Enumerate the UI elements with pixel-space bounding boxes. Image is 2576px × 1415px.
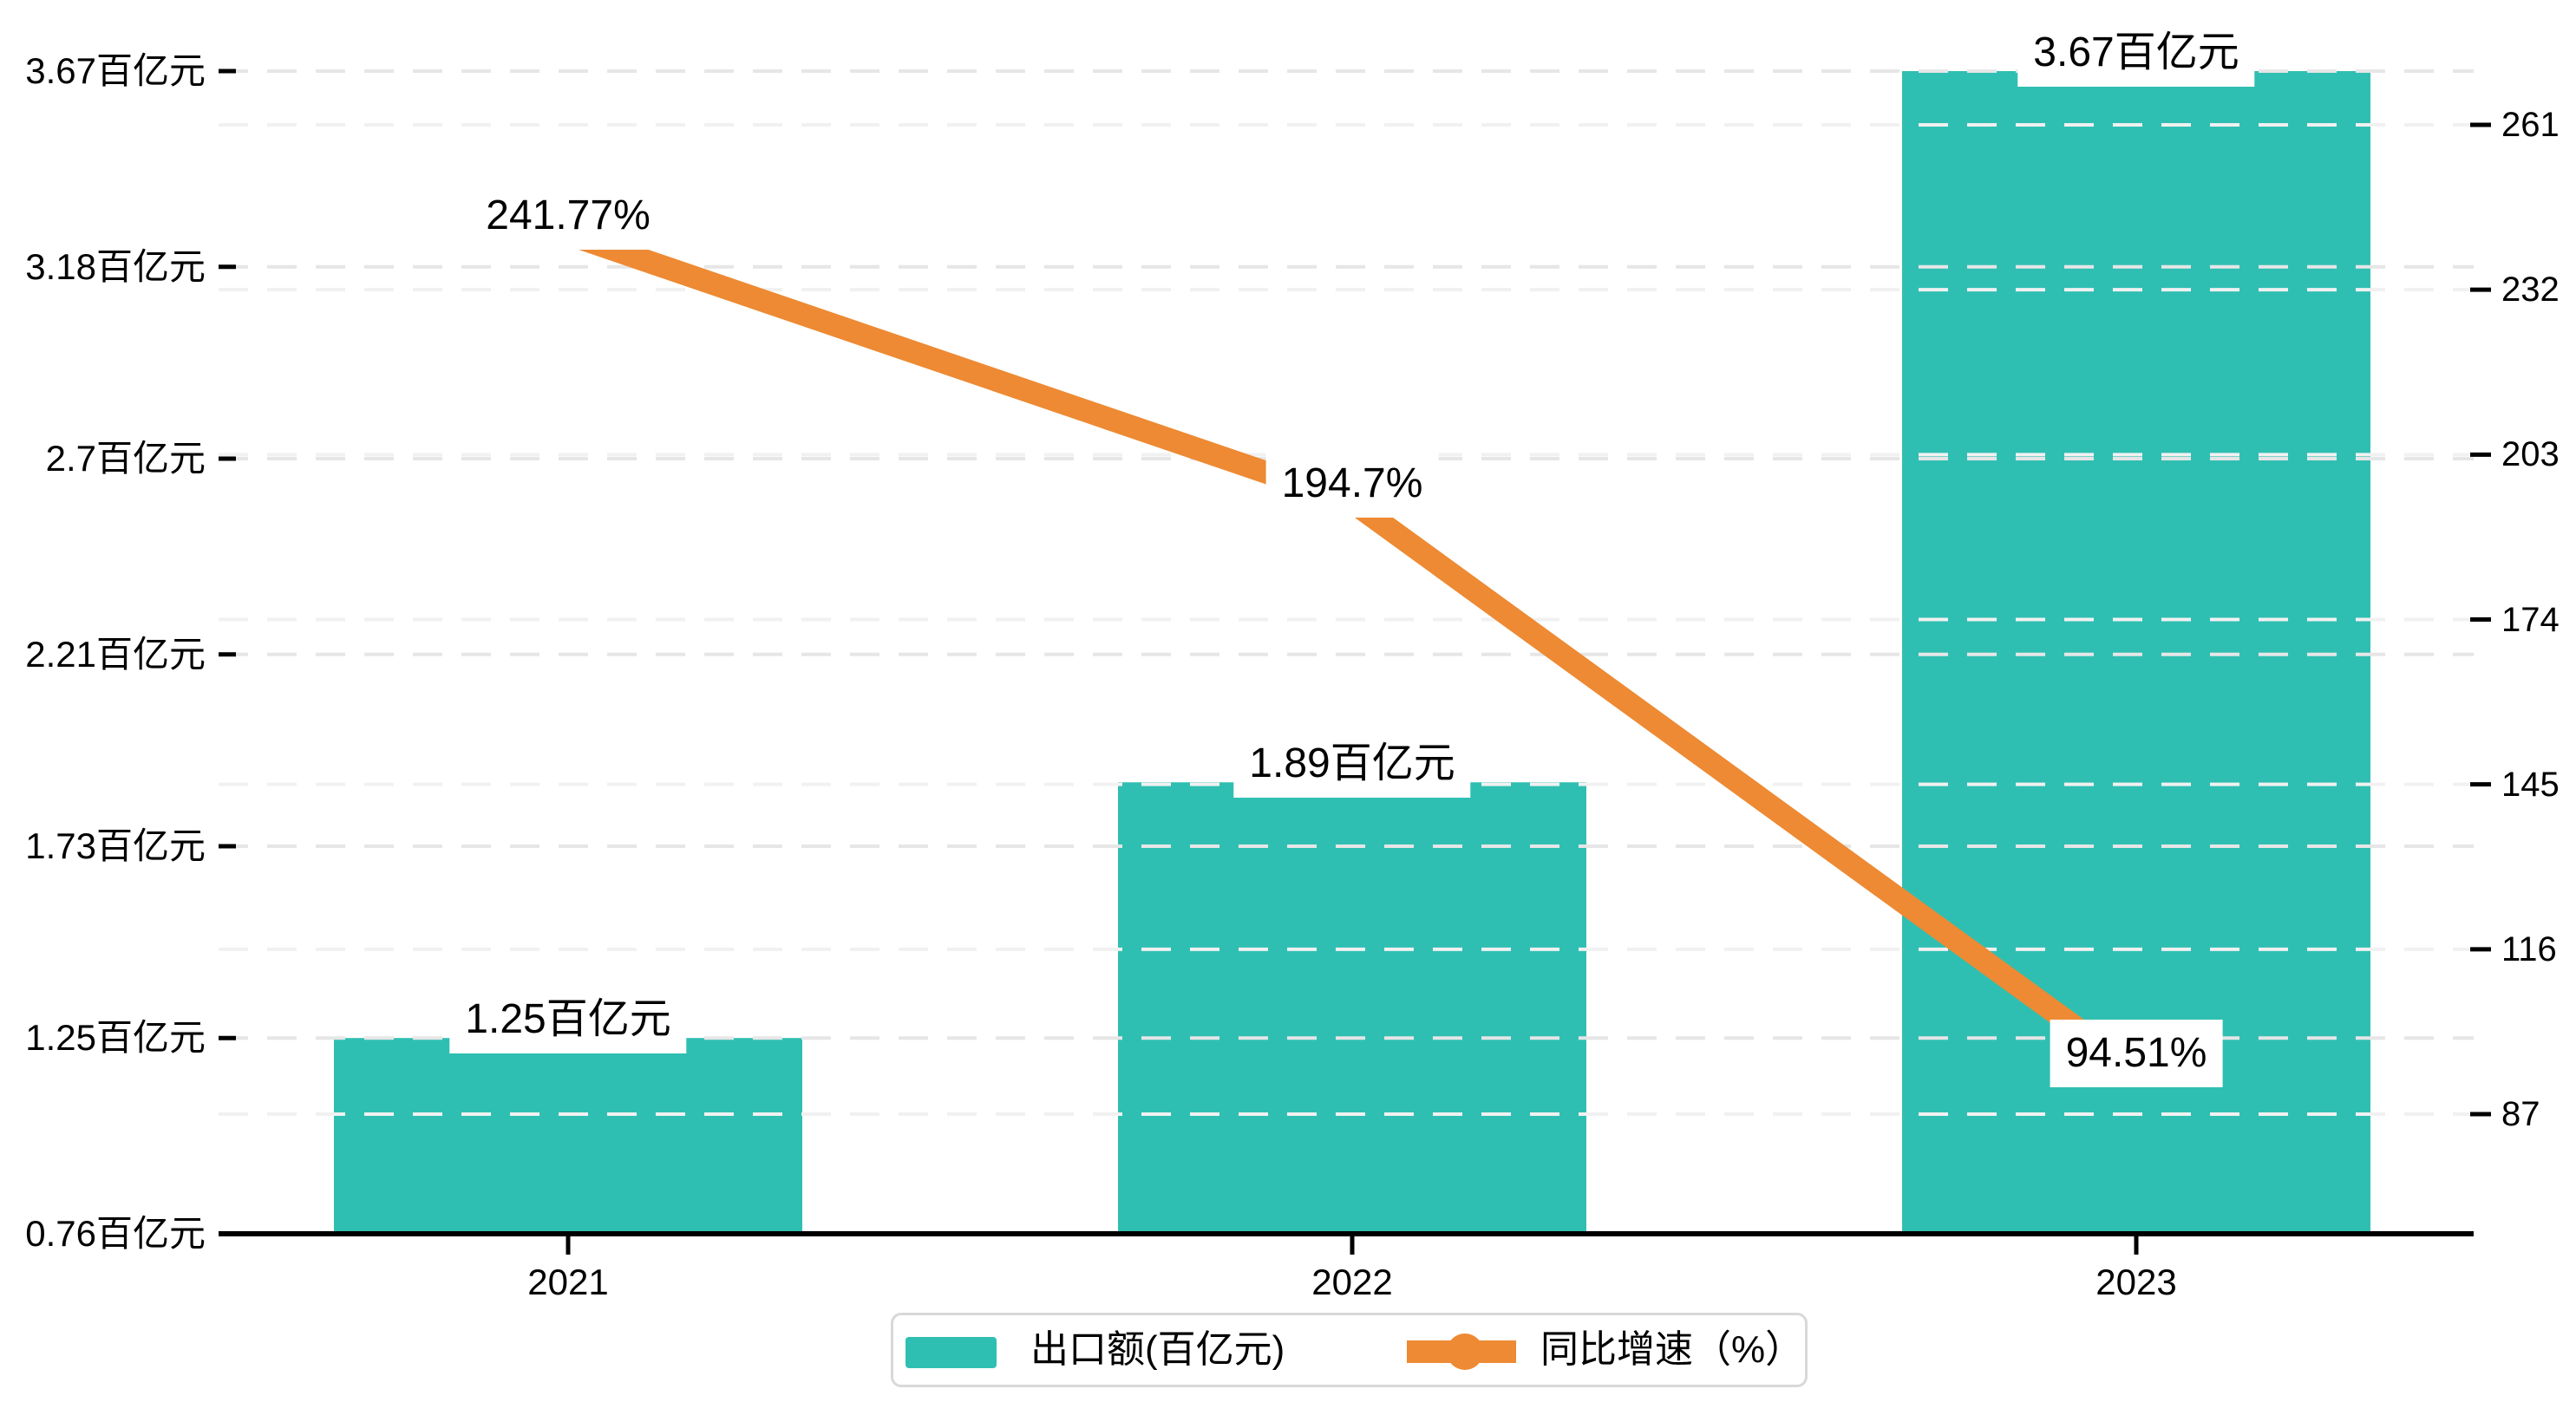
right-axis-tick-label: 116 — [2501, 929, 2557, 968]
line-value-label: 94.51% — [2050, 1019, 2223, 1087]
left-axis-tick-label: 1.73百亿元 — [25, 825, 206, 866]
x-axis-category-label: 2023 — [2095, 1262, 2177, 1302]
right-axis-tick-label: 174 — [2501, 600, 2560, 639]
right-axis-tick-label: 145 — [2501, 765, 2560, 804]
right-axis-tick-label: 87 — [2501, 1095, 2540, 1133]
legend-line-dot-icon[interactable] — [1447, 1333, 1483, 1370]
right-axis-tick-label: 261 — [2501, 106, 2560, 144]
bar-value-label: 1.89百亿元 — [1233, 730, 1471, 799]
left-axis-tick-label: 2.7百亿元 — [45, 438, 206, 479]
bar-value-label: 1.25百亿元 — [449, 986, 687, 1054]
chart-legend: 出口额(百亿元) 同比增速（%） — [891, 1313, 1808, 1387]
line-value-label: 241.77% — [470, 182, 666, 251]
left-axis-tick-label: 2.21百亿元 — [25, 633, 206, 675]
left-axis-tick-label: 1.25百亿元 — [25, 1017, 206, 1059]
bar-value-label: 3.67百亿元 — [2017, 19, 2255, 87]
bar-2021[interactable] — [334, 1038, 802, 1234]
line-value-label: 194.7% — [1265, 449, 1439, 518]
bar-2022[interactable] — [1118, 782, 1586, 1234]
legend-line-label[interactable]: 同比增速（%） — [1540, 1328, 1804, 1371]
x-axis-category-label: 2022 — [1311, 1262, 1393, 1302]
left-axis-tick-label: 0.76百亿元 — [25, 1213, 206, 1254]
left-axis-tick-label: 3.67百亿元 — [25, 50, 206, 91]
right-axis-tick-label: 203 — [2501, 435, 2560, 474]
left-axis-tick-label: 3.18百亿元 — [25, 245, 206, 287]
right-axis-tick-label: 232 — [2501, 271, 2560, 310]
x-axis-category-label: 2021 — [527, 1262, 609, 1302]
legend-bar-label[interactable]: 出口额(百亿元) — [1030, 1328, 1285, 1371]
legend-bar-swatch[interactable] — [906, 1337, 997, 1368]
